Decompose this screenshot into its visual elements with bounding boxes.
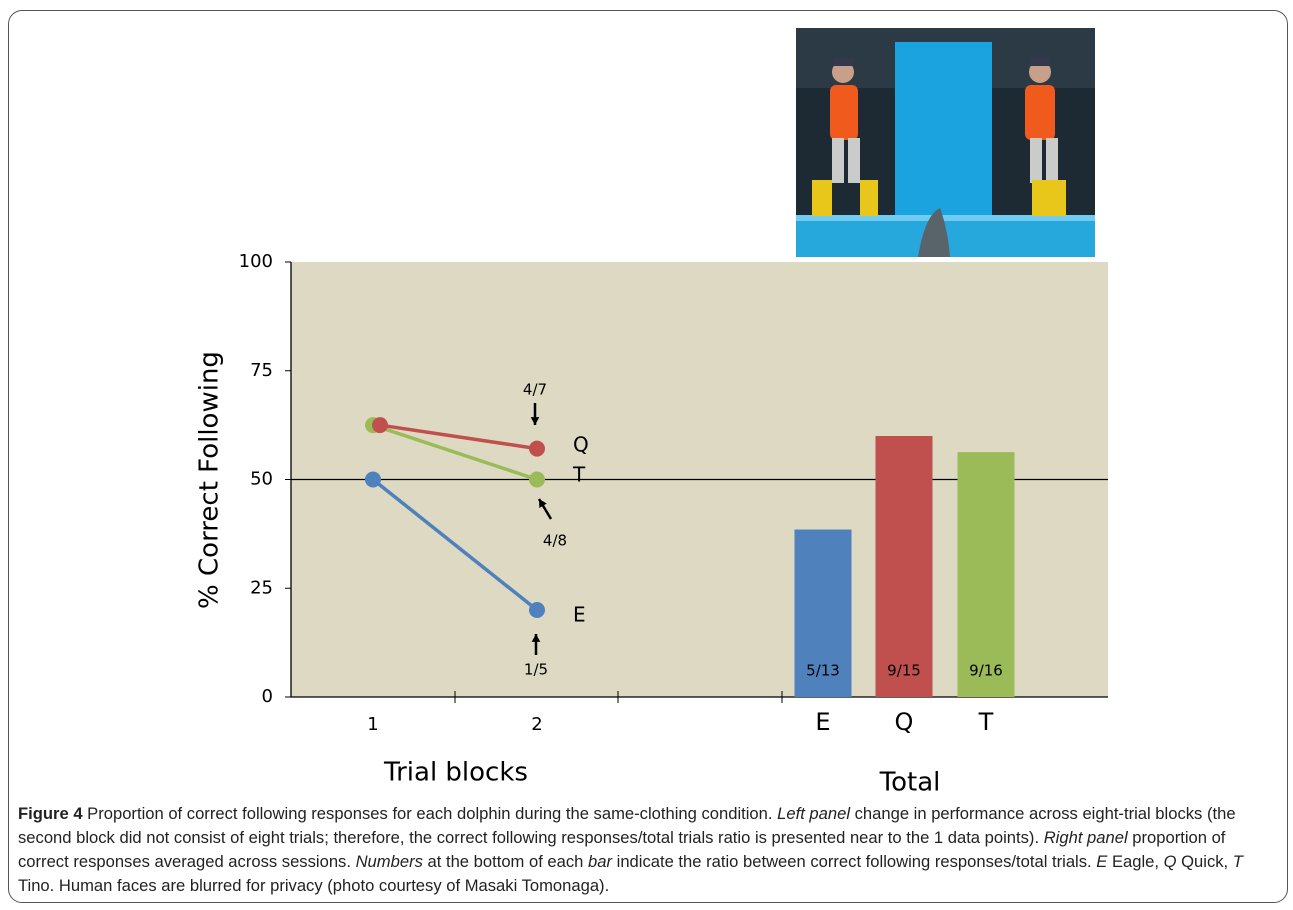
caption-emphasis: Q [1164,852,1177,871]
bar [958,452,1015,697]
caption-emphasis: E [1096,852,1107,871]
bar-label: 9/15 [887,662,921,680]
caption-emphasis: Numbers [356,852,423,871]
x-axis-label: Total [879,768,941,798]
y-tick-label: 75 [250,360,273,381]
y-tick-label: 25 [250,577,273,598]
series-label: E [573,603,586,627]
bar-label: 5/13 [806,662,840,680]
y-axis-label: % Correct Following [195,351,225,609]
y-tick-label: 100 [239,251,273,272]
series-label: T [572,463,586,487]
x-tick-label: Q [895,708,914,736]
point [372,417,388,433]
y-tick-label: 0 [262,686,273,707]
point-annotation: 1/5 [524,661,548,679]
point [529,472,545,488]
caption-emphasis: bar [588,852,612,871]
y-tick-label: 50 [250,469,273,490]
x-axis-label: Trial blocks [383,758,528,788]
point-annotation: 4/7 [523,381,547,399]
caption-emphasis: T [1233,852,1243,871]
caption: Figure 4 Proportion of correct following… [18,802,1280,898]
caption-text: indicate the ratio between correct follo… [612,852,1096,871]
x-tick-label: 2 [531,714,542,735]
caption-text: Tino. Human faces are blurred for privac… [18,876,609,895]
caption-label: Figure 4 [18,804,83,823]
bar [876,436,933,697]
series-label: Q [573,433,589,457]
point-annotation: 4/8 [543,532,567,550]
page: % Correct Following Trial blocks Total 0… [0,0,1293,910]
caption-text: at the bottom of each [423,852,588,871]
caption-text: Eagle, [1107,852,1163,871]
photo [796,28,1095,257]
caption-emphasis: Left panel [777,804,850,823]
bar-label: 9/16 [969,662,1003,680]
x-tick-label: E [815,708,830,736]
point [529,441,545,457]
caption-text: Quick, [1177,852,1233,871]
caption-text: Proportion of correct following response… [83,804,778,823]
chart: % Correct Following Trial blocks Total 0… [0,0,1293,800]
x-tick-label: T [978,708,994,736]
point [365,472,381,488]
caption-emphasis: Right panel [1044,828,1128,847]
x-tick-label: 1 [367,714,378,735]
point [529,602,545,618]
